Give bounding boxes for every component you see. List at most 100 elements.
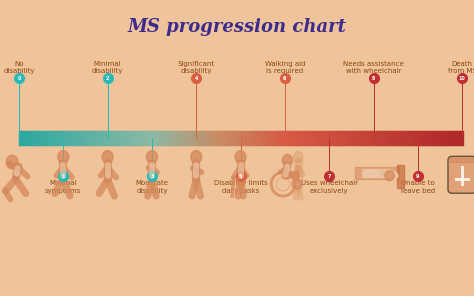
Text: 9: 9 [416,174,419,178]
Bar [25,131,27,145]
Bar [78,131,80,145]
Bar [29,131,31,145]
Bar [281,131,283,145]
Bar [434,131,436,145]
Bar [159,131,161,145]
Ellipse shape [282,155,292,166]
Bar [143,131,145,145]
Text: 5: 5 [239,174,242,178]
Bar [118,131,120,145]
Bar [310,131,312,145]
Bar [36,131,39,145]
Ellipse shape [385,170,394,181]
Ellipse shape [235,151,246,163]
Bar [309,131,310,145]
Bar [113,131,116,145]
Bar [211,131,213,145]
Text: 2: 2 [106,76,109,81]
Text: Needs assistance
with wheelchair: Needs assistance with wheelchair [343,61,404,74]
Bar [269,131,271,145]
Bar [413,131,415,145]
Bar [149,131,151,145]
Bar [31,131,33,145]
Bar [272,131,273,145]
Bar [34,131,36,145]
Bar [246,131,248,145]
Bar [396,131,398,145]
Bar [267,131,269,145]
Bar [219,131,220,145]
Bar [401,131,403,145]
Text: 1: 1 [62,174,65,178]
Bar [71,131,73,145]
Bar [152,131,154,145]
Bar [351,131,353,145]
Bar [161,131,163,145]
Bar [62,131,64,145]
Bar [273,131,275,145]
Bar [186,131,188,145]
Bar [379,131,382,145]
Bar [421,131,423,145]
Bar [91,131,93,145]
Bar [46,131,47,145]
Bar [337,131,338,145]
Bar [84,131,86,145]
Bar [326,131,328,145]
Bar [232,131,234,145]
Bar [456,131,458,145]
Bar [264,131,266,145]
Bar [38,131,40,145]
Bar [260,131,262,145]
Ellipse shape [6,155,18,169]
Bar [212,131,214,145]
Bar [81,131,83,145]
Bar [131,131,133,145]
Bar [32,131,34,145]
Bar [263,131,264,145]
Bar [217,131,219,145]
Bar [66,131,68,145]
Bar [183,131,185,145]
Text: Uses wheelchair
exclusively: Uses wheelchair exclusively [301,180,358,194]
Bar [207,131,209,145]
Bar [127,131,129,145]
Ellipse shape [363,170,380,177]
Bar [452,131,454,145]
Bar [252,131,255,145]
Bar [443,131,445,145]
Bar [63,131,65,145]
Bar [182,131,183,145]
Bar [82,131,84,145]
Bar [68,131,70,145]
Bar [436,131,438,145]
Bar [198,131,200,145]
Bar [187,131,189,145]
Bar [53,131,55,145]
Bar [235,131,237,145]
Bar [112,131,114,145]
Bar [158,131,160,145]
Bar [133,131,135,145]
Bar [316,131,318,145]
Bar [168,131,170,145]
Bar [344,131,346,145]
Bar [226,131,228,145]
Text: 0: 0 [17,76,21,81]
Bar [177,131,179,145]
Bar [56,131,58,145]
FancyArrowPatch shape [16,166,18,176]
Bar [173,131,174,145]
Bar [422,131,424,145]
Bar [224,131,226,145]
Bar [433,131,435,145]
Bar [325,131,327,145]
Bar [239,131,241,145]
Bar [57,131,59,145]
Bar [93,131,95,145]
Bar [162,131,164,145]
Bar [201,131,203,145]
Ellipse shape [146,151,157,163]
Bar [122,131,124,145]
Bar [288,131,290,145]
